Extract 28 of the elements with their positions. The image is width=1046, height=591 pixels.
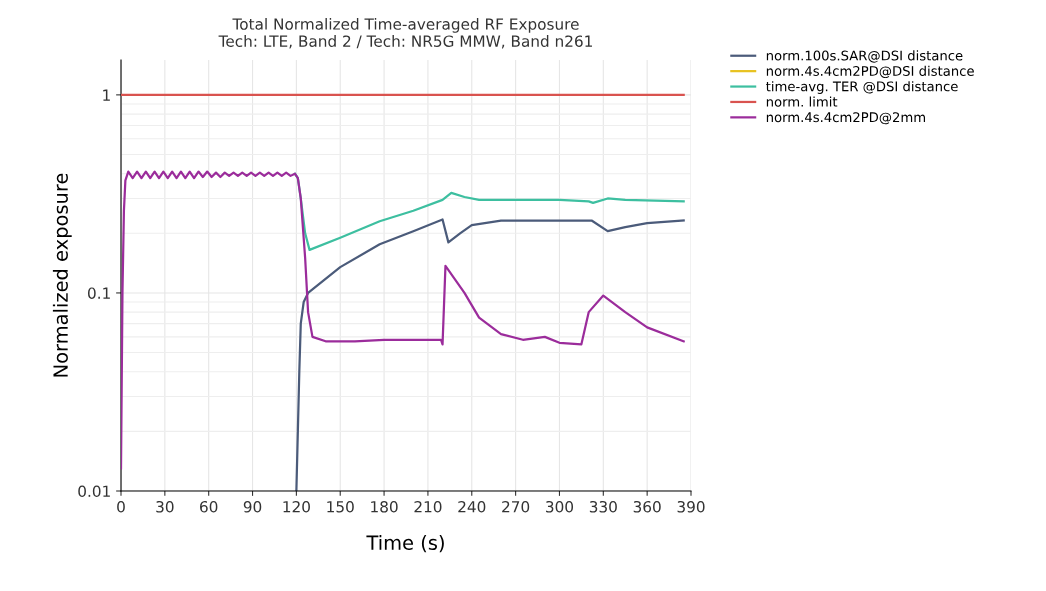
x-tick-label: 150 [327, 500, 354, 513]
legend-label: time-avg. TER @DSI distance [766, 81, 958, 94]
chart-subtitle: Tech: LTE, Band 2 / Tech: NR5G MMW, Band n261 [218, 35, 592, 49]
x-tick-label: 330 [589, 500, 617, 513]
x-tick-label: 300 [546, 500, 574, 513]
x-tick-label: 0 [117, 500, 125, 513]
x-axis-title: Time (s) [366, 534, 444, 553]
chart-title: Total Normalized Time-averaged RF Exposure [232, 18, 579, 33]
x-tick-label: 120 [283, 500, 310, 513]
line-series [121, 170, 685, 470]
x-tick-label: 180 [371, 500, 398, 513]
y-tick-label: 0.1 [87, 287, 110, 299]
x-tick-label: 360 [633, 500, 661, 513]
x-tick-label: 30 [156, 500, 174, 513]
legend-label: norm.4s.4cm2PD@DSI distance [766, 65, 974, 79]
x-tick-label: 390 [677, 500, 705, 513]
y-axis-title: Normalized exposure [52, 173, 72, 377]
legend-label: norm. limit [766, 96, 838, 107]
x-tick-label: 270 [502, 500, 530, 513]
line-series [295, 218, 685, 491]
y-tick-label: 0.01 [78, 485, 110, 498]
x-tick-label: 240 [458, 500, 486, 513]
y-tick-label: 1 [103, 89, 110, 101]
legend-label: norm.4s.4cm2PD@2mm [766, 112, 926, 125]
x-tick-label: 60 [200, 500, 218, 513]
x-tick-label: 210 [414, 500, 442, 513]
legend-label: norm.100s.SAR@DSI distance [766, 50, 963, 63]
x-tick-label: 90 [243, 500, 262, 513]
